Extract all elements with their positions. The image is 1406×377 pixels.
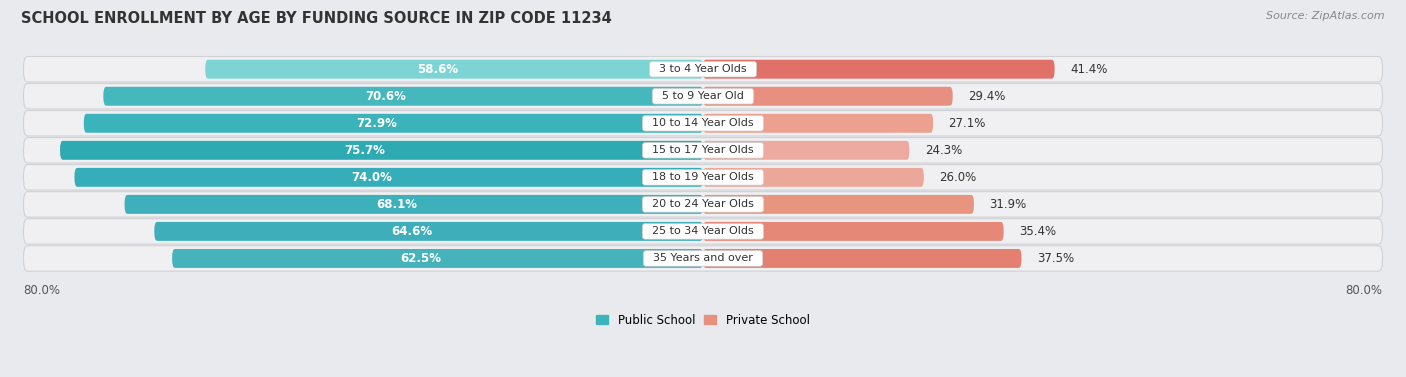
Text: 3 to 4 Year Olds: 3 to 4 Year Olds bbox=[652, 64, 754, 74]
FancyBboxPatch shape bbox=[703, 195, 974, 214]
FancyBboxPatch shape bbox=[24, 84, 1382, 109]
FancyBboxPatch shape bbox=[24, 138, 1382, 163]
FancyBboxPatch shape bbox=[60, 141, 703, 160]
Legend: Public School, Private School: Public School, Private School bbox=[596, 314, 810, 326]
FancyBboxPatch shape bbox=[24, 219, 1382, 244]
Text: 72.9%: 72.9% bbox=[356, 117, 396, 130]
FancyBboxPatch shape bbox=[24, 57, 1382, 82]
FancyBboxPatch shape bbox=[205, 60, 703, 79]
FancyBboxPatch shape bbox=[103, 87, 703, 106]
FancyBboxPatch shape bbox=[703, 141, 910, 160]
FancyBboxPatch shape bbox=[125, 195, 703, 214]
FancyBboxPatch shape bbox=[703, 87, 953, 106]
Text: 10 to 14 Year Olds: 10 to 14 Year Olds bbox=[645, 118, 761, 128]
Text: 27.1%: 27.1% bbox=[949, 117, 986, 130]
Text: 26.0%: 26.0% bbox=[939, 171, 976, 184]
FancyBboxPatch shape bbox=[155, 222, 703, 241]
Text: Source: ZipAtlas.com: Source: ZipAtlas.com bbox=[1267, 11, 1385, 21]
Text: 15 to 17 Year Olds: 15 to 17 Year Olds bbox=[645, 145, 761, 155]
Text: 24.3%: 24.3% bbox=[925, 144, 962, 157]
Text: 35.4%: 35.4% bbox=[1019, 225, 1056, 238]
Text: 64.6%: 64.6% bbox=[391, 225, 432, 238]
Text: 31.9%: 31.9% bbox=[990, 198, 1026, 211]
FancyBboxPatch shape bbox=[24, 192, 1382, 217]
Text: 70.6%: 70.6% bbox=[366, 90, 406, 103]
Text: 29.4%: 29.4% bbox=[967, 90, 1005, 103]
Text: 18 to 19 Year Olds: 18 to 19 Year Olds bbox=[645, 172, 761, 182]
Text: 25 to 34 Year Olds: 25 to 34 Year Olds bbox=[645, 227, 761, 236]
Text: 80.0%: 80.0% bbox=[24, 284, 60, 297]
FancyBboxPatch shape bbox=[24, 246, 1382, 271]
Text: 68.1%: 68.1% bbox=[377, 198, 418, 211]
FancyBboxPatch shape bbox=[703, 249, 1022, 268]
FancyBboxPatch shape bbox=[24, 165, 1382, 190]
Text: 41.4%: 41.4% bbox=[1070, 63, 1108, 76]
Text: 74.0%: 74.0% bbox=[352, 171, 392, 184]
Text: 58.6%: 58.6% bbox=[416, 63, 458, 76]
FancyBboxPatch shape bbox=[75, 168, 703, 187]
FancyBboxPatch shape bbox=[703, 168, 924, 187]
FancyBboxPatch shape bbox=[703, 60, 1054, 79]
Text: 35 Years and over: 35 Years and over bbox=[647, 253, 759, 264]
Text: 37.5%: 37.5% bbox=[1036, 252, 1074, 265]
FancyBboxPatch shape bbox=[84, 114, 703, 133]
Text: 5 to 9 Year Old: 5 to 9 Year Old bbox=[655, 91, 751, 101]
Text: 62.5%: 62.5% bbox=[401, 252, 441, 265]
Text: SCHOOL ENROLLMENT BY AGE BY FUNDING SOURCE IN ZIP CODE 11234: SCHOOL ENROLLMENT BY AGE BY FUNDING SOUR… bbox=[21, 11, 612, 26]
Text: 20 to 24 Year Olds: 20 to 24 Year Olds bbox=[645, 199, 761, 209]
FancyBboxPatch shape bbox=[703, 222, 1004, 241]
Text: 80.0%: 80.0% bbox=[1346, 284, 1382, 297]
FancyBboxPatch shape bbox=[703, 114, 934, 133]
FancyBboxPatch shape bbox=[172, 249, 703, 268]
FancyBboxPatch shape bbox=[24, 110, 1382, 136]
Text: 75.7%: 75.7% bbox=[344, 144, 385, 157]
